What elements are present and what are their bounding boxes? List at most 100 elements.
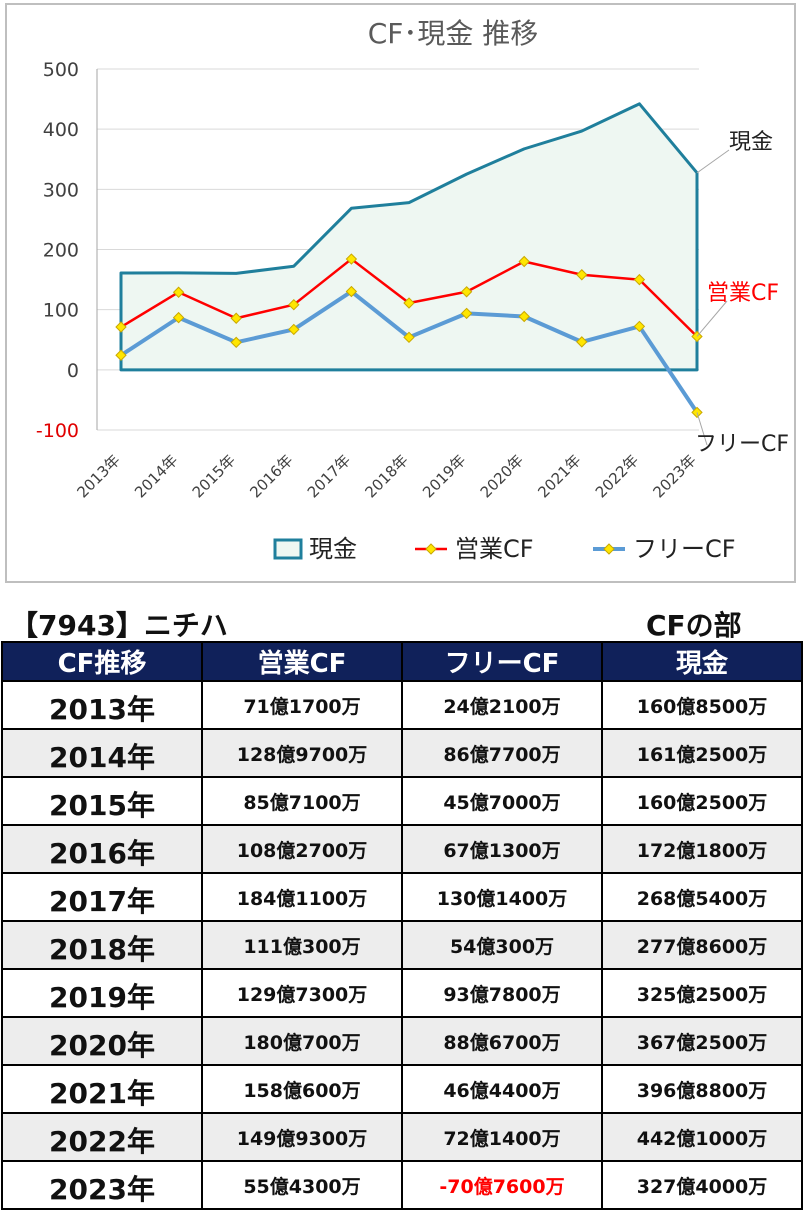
series-operating-cf-point <box>633 273 646 286</box>
legend: 現金 営業CF フリーCF <box>273 535 736 563</box>
year-cell: 2015年 <box>1 776 203 826</box>
operating-cf-cell: 180億700万 <box>201 1016 403 1066</box>
cf-table: CF推移 営業CF フリーCF 現金 2013年 71億1700万 24億2100万… <box>1 641 803 1210</box>
cash-cell: 325億2500万 <box>601 968 803 1018</box>
series-operating-cf-point <box>518 255 530 268</box>
cash-cell: 367億2500万 <box>601 1016 803 1066</box>
operating-cf-cell: 184億1100万 <box>201 872 403 922</box>
callout-leader-line <box>696 412 708 446</box>
x-tick-label: 2015年 <box>189 451 239 501</box>
x-tick-label: 2013年 <box>73 451 123 501</box>
year-cell: 2022年 <box>1 1112 203 1162</box>
y-tick-label: 200 <box>43 240 79 262</box>
legend-swatch-cash <box>273 538 303 560</box>
operating-cf-cell: 111億300万 <box>201 920 403 970</box>
column-header-cf-trend: CF推移 <box>1 641 203 682</box>
x-tick-label: 2019年 <box>419 451 469 501</box>
operating-cf-cell: 85億7100万 <box>201 776 403 826</box>
series-free-cf-point <box>576 336 588 348</box>
x-tick-label: 2023年 <box>649 451 699 501</box>
column-header-operating-cf: 営業CF <box>201 641 403 682</box>
series-free-cf-point <box>403 331 415 344</box>
table-header-row: CF推移 営業CF フリーCF 現金 <box>1 641 803 682</box>
series-free-cf-point <box>115 349 127 361</box>
series-operating-cf-point <box>172 286 185 298</box>
cash-cell: 161億2500万 <box>601 728 803 778</box>
table-row: 2013年 71億1700万 24億2100万 160億8500万 <box>1 680 803 730</box>
series-cash-area <box>119 102 699 372</box>
series-free-cf-point <box>230 336 242 349</box>
series-callout-label: 現金 <box>729 130 773 155</box>
free-cf-cell: -70億7600万 <box>401 1160 603 1210</box>
legend-label-free-cf: フリーCF <box>633 535 736 563</box>
column-header-free-cf: フリーCF <box>401 641 603 682</box>
x-tick-label: 2014年 <box>131 451 181 501</box>
free-cf-cell: 72億1400万 <box>401 1112 603 1162</box>
series-operating-cf-point <box>460 286 473 298</box>
section-name: CFの部 <box>646 609 742 642</box>
series-free-cf-point <box>460 307 473 320</box>
year-cell: 2023年 <box>1 1160 203 1210</box>
cash-cell: 442億1000万 <box>601 1112 803 1162</box>
table-row: 2014年 128億9700万 86億7700万 161億2500万 <box>1 728 803 778</box>
callout-leader-line <box>696 300 728 337</box>
year-cell: 2016年 <box>1 824 203 874</box>
y-tick-label: 100 <box>43 300 79 322</box>
series-free-cf-point <box>288 323 300 336</box>
operating-cf-cell: 55億4300万 <box>201 1160 403 1210</box>
table-row: 2016年 108億2700万 67億1300万 172億1800万 <box>1 824 803 874</box>
year-cell: 2021年 <box>1 1064 203 1114</box>
free-cf-cell: 93億7800万 <box>401 968 603 1018</box>
free-cf-cell: 46億4400万 <box>401 1064 603 1114</box>
legend-label-cash: 現金 <box>309 535 357 563</box>
operating-cf-cell: 108億2700万 <box>201 824 403 874</box>
series-operating-cf-point <box>115 321 127 333</box>
series-operating-cf-point <box>288 298 300 311</box>
x-tick-label: 2018年 <box>361 451 411 501</box>
y-tick-label: -100 <box>36 420 79 442</box>
year-cell: 2019年 <box>1 968 203 1018</box>
column-header-cash: 現金 <box>601 641 803 682</box>
stock-header: 【7943】ニチハ CFの部 <box>6 604 796 642</box>
y-tick-label: 0 <box>67 360 79 382</box>
series-operating-cf-point <box>230 312 242 324</box>
series-free-cf-point <box>172 311 185 324</box>
operating-cf-cell: 71億1700万 <box>201 680 403 730</box>
free-cf-cell: 67億1300万 <box>401 824 603 874</box>
year-cell: 2013年 <box>1 680 203 730</box>
callout-leader-line <box>696 149 730 174</box>
series-operating-cf-point <box>576 269 588 281</box>
free-cf-cell: 24億2100万 <box>401 680 603 730</box>
legend-label-operating-cf: 営業CF <box>455 535 534 563</box>
table-row: 2017年 184億1100万 130億1400万 268億5400万 <box>1 872 803 922</box>
series-callout-label: 営業CF <box>707 281 779 306</box>
series-free-cf-point <box>518 310 530 323</box>
operating-cf-cell: 158億600万 <box>201 1064 403 1114</box>
operating-cf-cell: 129億7300万 <box>201 968 403 1018</box>
free-cf-cell: 45億7000万 <box>401 776 603 826</box>
cash-cell: 277億8600万 <box>601 920 803 970</box>
operating-cf-cell: 149億9300万 <box>201 1112 403 1162</box>
table-row: 2023年 55億4300万 -70億7600万 327億4000万 <box>1 1160 803 1210</box>
table-row: 2015年 85億7100万 45億7000万 160億2500万 <box>1 776 803 826</box>
x-tick-label: 2016年 <box>246 451 296 501</box>
chart-panel: CF･現金 推移 500 400 300 200 100 0 -100 2013年 2014年 2… <box>5 3 796 583</box>
chart-title: CF･現金 推移 <box>368 17 539 50</box>
y-tick-label: 400 <box>43 119 79 141</box>
series-callout-label: フリーCF <box>695 432 789 457</box>
table-row: 2020年 180億700万 88億6700万 367億2500万 <box>1 1016 803 1066</box>
year-cell: 2014年 <box>1 728 203 778</box>
operating-cf-cell: 128億9700万 <box>201 728 403 778</box>
table-row: 2022年 149億9300万 72億1400万 442億1000万 <box>1 1112 803 1162</box>
free-cf-cell: 54億300万 <box>401 920 603 970</box>
series-operating-cf-point <box>403 297 415 309</box>
cash-cell: 172億1800万 <box>601 824 803 874</box>
cash-cell: 160億8500万 <box>601 680 803 730</box>
x-tick-label: 2017年 <box>304 451 354 501</box>
cash-cell: 160億2500万 <box>601 776 803 826</box>
year-cell: 2017年 <box>1 872 203 922</box>
cash-cell: 396億8800万 <box>601 1064 803 1114</box>
y-tick-label: 300 <box>43 179 79 201</box>
